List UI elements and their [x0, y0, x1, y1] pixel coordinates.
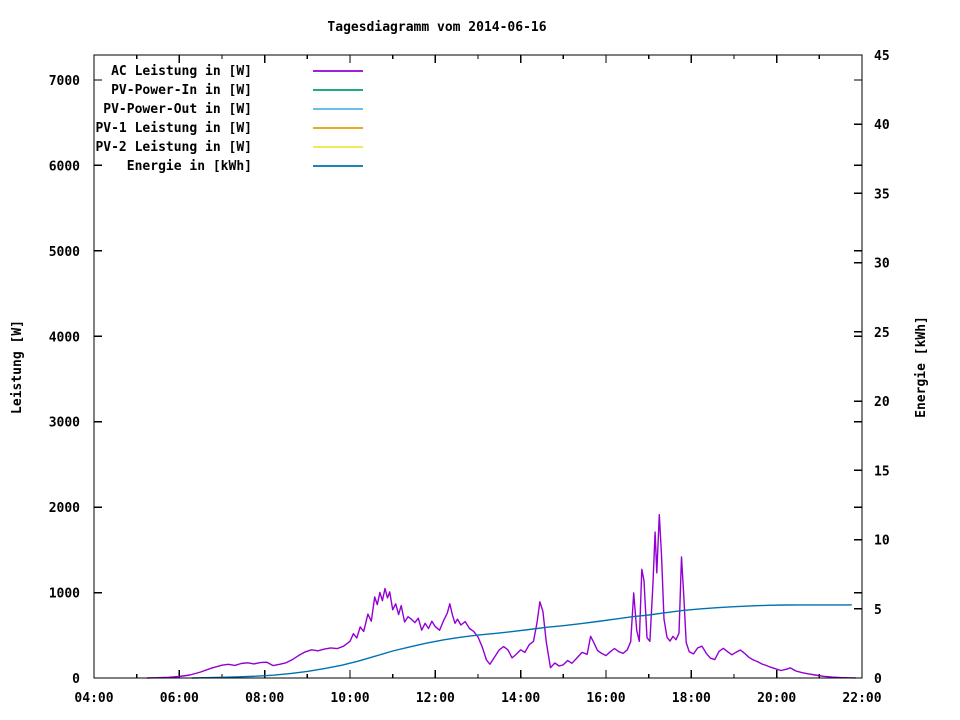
y-left-axis-label: Leistung [W] [10, 320, 25, 414]
series-line-energie-in-kwh [191, 604, 852, 679]
y-left-tick-label: 4000 [49, 330, 80, 345]
y-left-tick-label: 5000 [49, 245, 80, 260]
x-tick-label: 14:00 [501, 691, 540, 706]
x-tick-label: 20:00 [757, 691, 796, 706]
y-left-tick-label: 6000 [49, 159, 80, 174]
plot-border [93, 54, 863, 679]
axis-ticks: 04:00 06:00 08:00 10:00 12:00 14:00 16:00 18:00… [49, 49, 890, 706]
y-left-tick-label: 2000 [49, 501, 80, 516]
y-right-tick-label: 40 [874, 118, 890, 133]
data-series [146, 514, 857, 679]
x-tick-label: 04:00 [74, 691, 113, 706]
x-tick-label: 06:00 [160, 691, 199, 706]
y-right-axis-label: Energie [kWh] [914, 316, 929, 418]
y-right-tick-label: 5 [874, 603, 882, 618]
y-right-tick-label: 45 [874, 49, 890, 64]
legend-label: PV-1 Leistung in [W] [95, 121, 252, 136]
legend-label: PV-Power-In in [W] [111, 83, 252, 98]
y-left-tick-label: 3000 [49, 416, 80, 431]
y-right-tick-label: 25 [874, 326, 890, 341]
x-tick-label: 18:00 [672, 691, 711, 706]
x-tick-label: 22:00 [842, 691, 881, 706]
y-left-tick-label: 0 [72, 672, 80, 687]
y-right-tick-label: 30 [874, 257, 890, 272]
series-line-ac-leistung-in-w [146, 514, 857, 679]
x-tick-label: 12:00 [416, 691, 455, 706]
y-left-tick-label: 1000 [49, 587, 80, 602]
y-right-tick-label: 35 [874, 187, 890, 202]
y-right-tick-label: 20 [874, 395, 890, 410]
y-left-tick-label: 7000 [49, 74, 80, 89]
y-right-tick-label: 0 [874, 672, 882, 687]
x-tick-label: 08:00 [245, 691, 284, 706]
x-tick-label: 16:00 [586, 691, 625, 706]
y-right-tick-label: 10 [874, 534, 890, 549]
legend-label: AC Leistung in [W] [111, 64, 252, 79]
legend-label: PV-2 Leistung in [W] [95, 140, 252, 155]
x-tick-label: 10:00 [330, 691, 369, 706]
legend-label: Energie in [kWh] [127, 159, 252, 174]
legend: AC Leistung in [W] PV-Power-In in [W] PV-P… [95, 64, 363, 174]
chart-title: Tagesdiagramm vom 2014-06-16 [327, 20, 546, 35]
y-right-tick-label: 15 [874, 464, 890, 479]
legend-label: PV-Power-Out in [W] [103, 102, 252, 117]
